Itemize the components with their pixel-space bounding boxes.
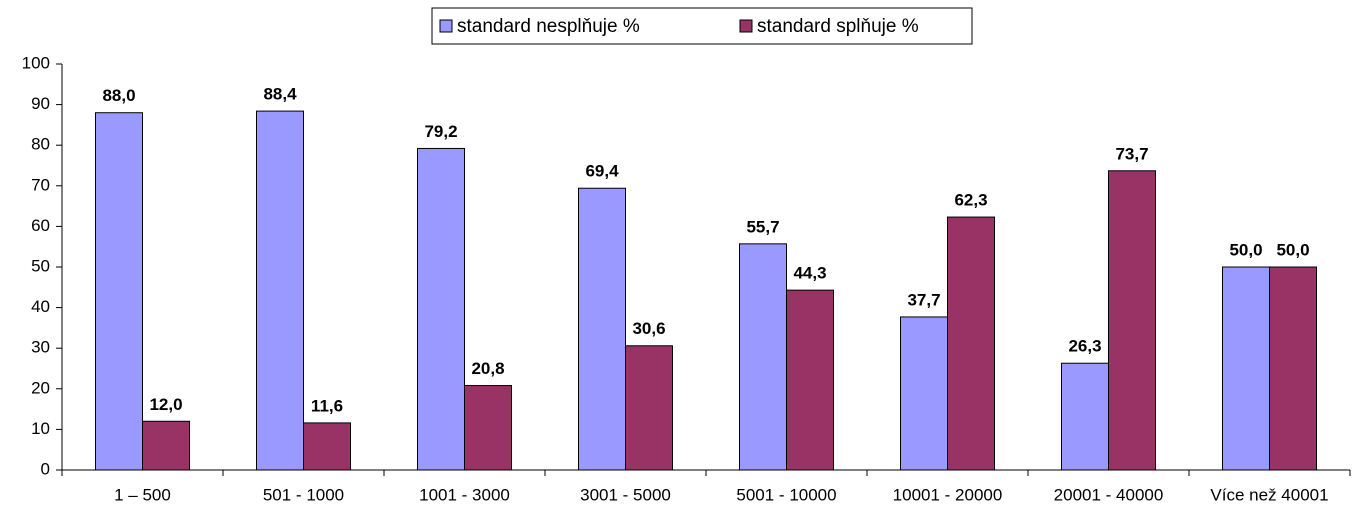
y-tick-label: 30 — [31, 338, 50, 357]
value-label: 30,6 — [632, 319, 665, 338]
x-tick-label: 10001 - 20000 — [893, 485, 1003, 504]
value-label: 73,7 — [1115, 144, 1148, 163]
value-label: 37,7 — [907, 290, 940, 309]
value-label: 26,3 — [1068, 337, 1101, 356]
x-tick-label: 1 – 500 — [114, 485, 171, 504]
value-label: 50,0 — [1276, 240, 1309, 259]
bar — [578, 187, 626, 471]
x-tick-label: 3001 - 5000 — [580, 485, 671, 504]
value-label: 69,4 — [585, 162, 619, 181]
y-tick-label: 60 — [31, 216, 50, 235]
bar — [1108, 170, 1156, 471]
value-label: 12,0 — [149, 395, 182, 414]
legend-label: standard nesplňuje % — [457, 16, 640, 37]
bar — [256, 110, 304, 471]
value-label: 44,3 — [793, 264, 826, 283]
bar — [625, 345, 673, 471]
y-tick-label: 70 — [31, 175, 50, 194]
value-label: 88,0 — [102, 86, 135, 105]
legend-swatch — [739, 19, 753, 33]
y-tick-label: 90 — [31, 94, 50, 113]
value-label: 11,6 — [311, 396, 343, 415]
y-tick-label: 40 — [31, 297, 50, 316]
y-tick-label: 10 — [31, 419, 50, 438]
x-tick-label: Více než 40001 — [1210, 485, 1328, 504]
bar — [900, 316, 948, 471]
x-tick-label: 5001 - 10000 — [736, 485, 836, 504]
bar — [95, 112, 143, 471]
x-tick-label: 1001 - 3000 — [419, 485, 510, 504]
y-tick-label: 100 — [22, 53, 50, 72]
y-tick-label: 80 — [31, 135, 50, 154]
bar — [739, 243, 787, 471]
y-tick-label: 50 — [31, 256, 50, 275]
x-tick-label: 501 - 1000 — [263, 485, 344, 504]
value-label: 79,2 — [424, 122, 457, 141]
x-tick-label: 20001 - 40000 — [1054, 485, 1164, 504]
value-label: 20,8 — [471, 359, 504, 378]
bar — [947, 216, 995, 471]
bar — [1269, 266, 1317, 471]
bar — [303, 422, 351, 471]
bar — [786, 289, 834, 471]
bar — [1222, 266, 1270, 471]
bar — [464, 385, 512, 471]
bar — [142, 420, 190, 471]
value-label: 50,0 — [1229, 240, 1262, 259]
legend-box — [431, 7, 973, 45]
legend-label: standard splňuje % — [757, 16, 919, 37]
bar — [1061, 362, 1109, 471]
y-tick-label: 0 — [41, 459, 50, 478]
y-tick-label: 20 — [31, 378, 50, 397]
legend-swatch — [439, 19, 453, 33]
value-label: 88,4 — [263, 85, 297, 104]
bar — [417, 147, 465, 471]
value-label: 55,7 — [746, 217, 779, 236]
value-label: 62,3 — [954, 191, 987, 210]
